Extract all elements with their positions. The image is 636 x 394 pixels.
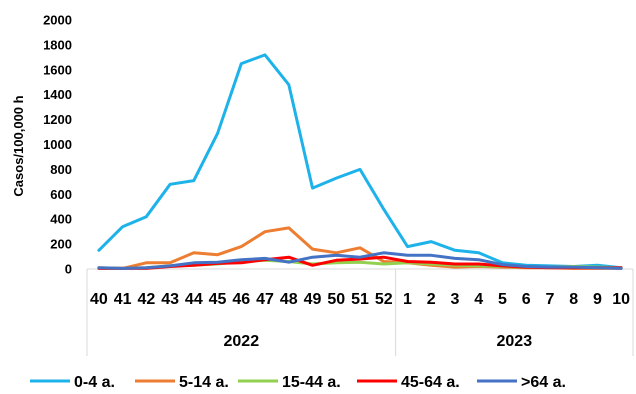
- y-axis: 0 200 400 600 800 1000 1200 1400 1600 1800 2000: [43, 13, 72, 277]
- x-tick-label: 51: [351, 291, 369, 308]
- y-tick-label: 400: [50, 212, 72, 227]
- x-tick-label: 40: [90, 291, 108, 308]
- series-line-5: [97, 251, 623, 270]
- x-tick-label: 48: [280, 291, 298, 308]
- x-tick-label: 5: [498, 291, 507, 308]
- x-tick-label: 7: [545, 291, 554, 308]
- x-tick-label: 49: [304, 291, 322, 308]
- x-tick-label: 41: [114, 291, 132, 308]
- y-tick-label: 1600: [43, 62, 72, 77]
- x-tick-label: 52: [375, 291, 393, 308]
- y-tick-label: 1200: [43, 112, 72, 127]
- y-axis-label: Casos/100,000 h: [11, 95, 26, 196]
- legend-label: 0-4 a.: [74, 374, 115, 391]
- year-group-label: 2022: [224, 333, 260, 350]
- year-group-label: 2023: [497, 333, 533, 350]
- x-tick-label: 9: [593, 291, 602, 308]
- x-tick-label: 6: [522, 291, 531, 308]
- x-tick-label: 43: [161, 291, 179, 308]
- y-tick-label: 600: [50, 187, 72, 202]
- x-tick-label: 8: [569, 291, 578, 308]
- x-tick-label: 46: [232, 291, 250, 308]
- x-tick-label: 42: [137, 291, 155, 308]
- x-axis: 40 41 42 43 44 45 46 47 48 49 50 51 52 1 2 3 4 5 6 7 8 9 10202…: [86, 268, 634, 356]
- x-tick-label: 44: [185, 291, 203, 308]
- y-tick-label: 1400: [43, 87, 72, 102]
- legend-label: 5-14 a.: [179, 374, 229, 391]
- x-tick-label: 3: [451, 291, 460, 308]
- legend: 0-4 a. 5-14 a. 15-44 a. 45-64 a. >64 a.: [30, 374, 566, 391]
- legend-label: 15-44 a.: [282, 374, 341, 391]
- legend-label: 45-64 a.: [401, 374, 460, 391]
- y-tick-label: 2000: [43, 13, 72, 28]
- x-tick-label: 4: [474, 291, 483, 308]
- x-tick-label: 47: [256, 291, 274, 308]
- y-tick-label: 800: [50, 162, 72, 177]
- x-tick-label: 2: [427, 291, 436, 308]
- x-tick-label: 45: [209, 291, 227, 308]
- x-tick-label: 10: [612, 291, 630, 308]
- y-tick-label: 200: [50, 237, 72, 252]
- x-tick-label: 50: [327, 291, 345, 308]
- y-tick-label: 1000: [43, 137, 72, 152]
- series-layer: [97, 53, 623, 270]
- y-tick-label: 0: [65, 262, 72, 277]
- y-tick-label: 1800: [43, 37, 72, 52]
- series-line-1: [97, 53, 623, 270]
- legend-label: >64 a.: [521, 374, 566, 391]
- x-tick-label: 1: [403, 291, 412, 308]
